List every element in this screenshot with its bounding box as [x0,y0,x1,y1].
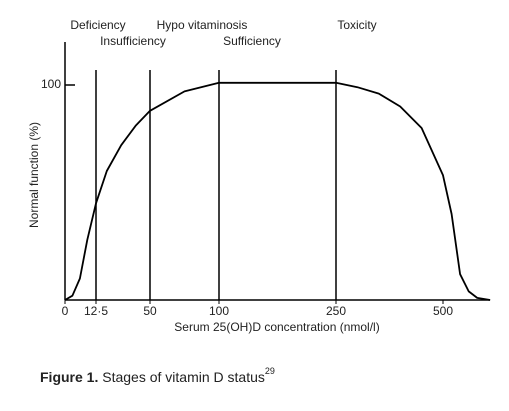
x-tick-label: 50 [143,304,157,318]
x-axis-label: Serum 25(OH)D concentration (nmol/l) [174,320,379,334]
y-axis-label: Normal function (%) [27,122,41,228]
x-tick-label: 0 [62,304,69,318]
caption-ref: 29 [265,366,275,376]
curve [64,81,491,301]
stage-label: Deficiency [70,18,125,32]
stage-label: Hypo vitaminosis [157,18,248,32]
stage-label: Insufficiency [100,34,166,48]
stage-label: Sufficiency [223,34,281,48]
x-tick-label: 250 [326,304,346,318]
x-tick-label: 100 [209,304,229,318]
x-tick-label: 500 [433,304,453,318]
caption: Figure 1. Stages of vitamin D status29 [40,366,275,384]
caption-label: Figure 1. [40,369,98,385]
y-tick-label: 100 [41,77,61,91]
caption-text: Stages of vitamin D status [102,369,265,385]
x-tick-label: 12·5 [84,304,108,318]
stage-label: Toxicity [337,18,376,32]
